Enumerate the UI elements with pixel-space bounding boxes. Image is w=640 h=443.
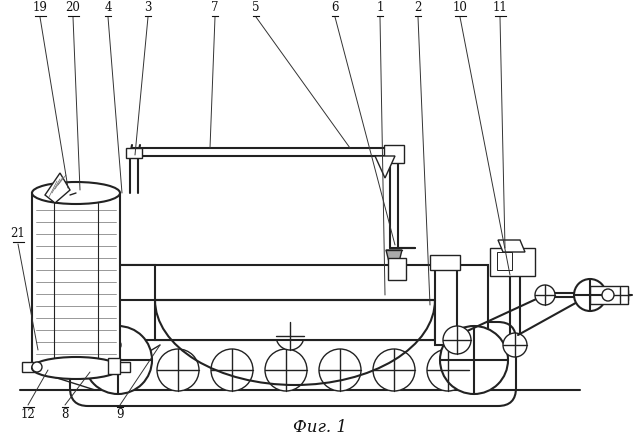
Circle shape: [32, 362, 42, 372]
Text: 11: 11: [493, 1, 508, 14]
Text: 20: 20: [65, 1, 81, 14]
Text: 12: 12: [20, 408, 35, 421]
Polygon shape: [498, 240, 525, 252]
Circle shape: [440, 326, 508, 394]
Bar: [22, 362, 130, 372]
Circle shape: [574, 279, 606, 311]
Text: 2: 2: [414, 1, 422, 14]
Circle shape: [109, 339, 121, 351]
Polygon shape: [118, 265, 155, 300]
Polygon shape: [386, 250, 402, 266]
Circle shape: [535, 285, 555, 305]
Bar: [435, 265, 457, 345]
Bar: [108, 358, 120, 374]
Text: Фиг. 1: Фиг. 1: [293, 420, 347, 436]
Polygon shape: [45, 173, 70, 203]
Bar: [497, 252, 512, 270]
FancyBboxPatch shape: [70, 322, 516, 406]
Text: 19: 19: [33, 1, 47, 14]
Text: 8: 8: [61, 408, 68, 421]
Bar: [155, 300, 435, 340]
Bar: [118, 265, 488, 340]
Bar: [384, 145, 404, 163]
Circle shape: [503, 333, 527, 357]
Circle shape: [110, 362, 120, 372]
Polygon shape: [375, 156, 395, 178]
Bar: [590, 286, 628, 304]
Ellipse shape: [32, 182, 120, 204]
Bar: [430, 255, 460, 270]
Circle shape: [276, 322, 304, 350]
Circle shape: [612, 287, 628, 303]
Circle shape: [265, 349, 307, 391]
Circle shape: [602, 289, 614, 301]
Text: 3: 3: [144, 1, 152, 14]
Text: 6: 6: [332, 1, 339, 14]
Text: 5: 5: [252, 1, 260, 14]
Bar: [32, 193, 120, 368]
Circle shape: [211, 349, 253, 391]
Text: 4: 4: [104, 1, 112, 14]
Circle shape: [157, 349, 199, 391]
Bar: [126, 148, 142, 158]
Circle shape: [443, 326, 471, 354]
Ellipse shape: [32, 357, 120, 379]
Circle shape: [319, 349, 361, 391]
Text: 21: 21: [11, 227, 26, 240]
Text: 1: 1: [376, 1, 384, 14]
Bar: [388, 258, 406, 280]
Text: 7: 7: [211, 1, 219, 14]
Circle shape: [427, 349, 469, 391]
Text: 9: 9: [116, 408, 124, 421]
Bar: [490, 248, 535, 276]
Circle shape: [84, 326, 152, 394]
Circle shape: [373, 349, 415, 391]
Text: 10: 10: [452, 1, 467, 14]
